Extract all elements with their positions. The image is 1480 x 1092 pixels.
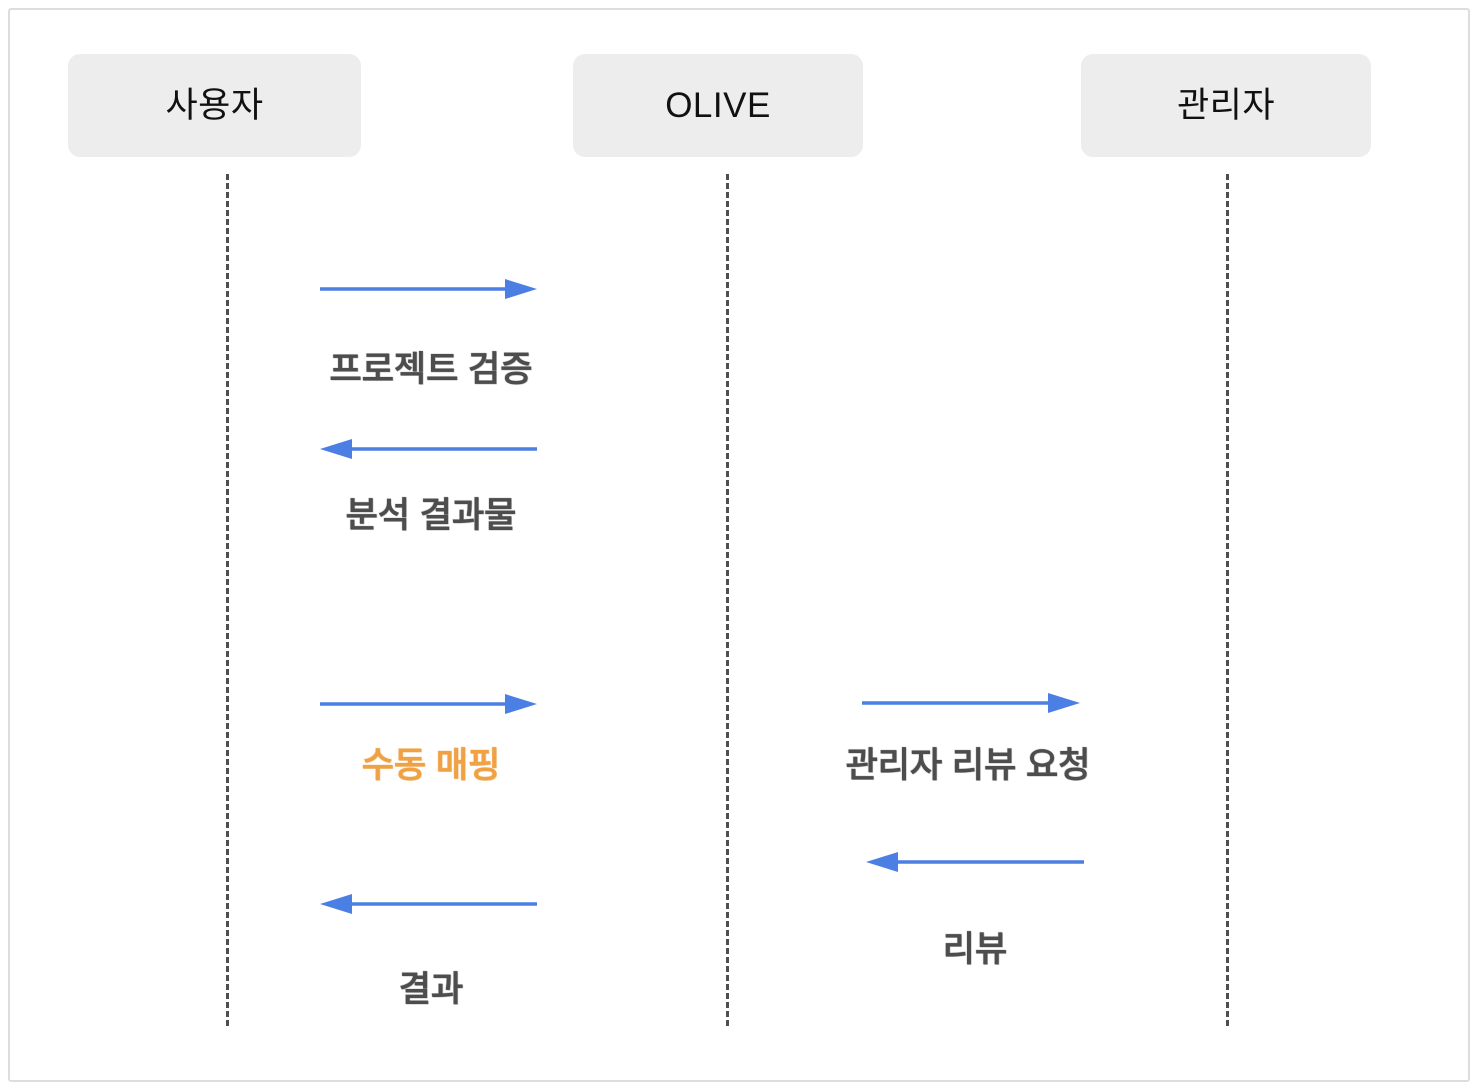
message-label-manual-mapping: 수동 매핑 [361, 746, 501, 785]
arrow-left-icon [320, 438, 537, 460]
lifeline-admin [1226, 174, 1229, 1026]
actor-box-olive[interactable]: OLIVE [573, 54, 863, 157]
actor-box-user[interactable]: 사용자 [68, 54, 361, 157]
actor-label-olive: OLIVE [665, 86, 771, 125]
arrow-left-icon [320, 893, 537, 915]
message-admin-review-request[interactable] [862, 692, 1080, 714]
message-label-review: 리뷰 [942, 930, 1008, 969]
message-label-analysis-result: 분석 결과물 [345, 496, 517, 535]
actor-label-admin: 관리자 [1176, 86, 1276, 125]
message-result[interactable] [320, 893, 537, 915]
message-label-result: 결과 [398, 970, 464, 1009]
message-manual-mapping[interactable] [320, 693, 537, 715]
actor-label-user: 사용자 [165, 86, 264, 125]
lifeline-olive [726, 174, 729, 1026]
actor-box-admin[interactable]: 관리자 [1081, 54, 1371, 157]
message-label-project-verification: 프로젝트 검증 [329, 350, 533, 389]
message-project-verification[interactable] [320, 278, 537, 300]
message-review[interactable] [866, 851, 1084, 873]
lifeline-user [226, 174, 229, 1026]
arrow-left-icon [866, 851, 1084, 873]
message-label-admin-review-request: 관리자 리뷰 요청 [845, 746, 1091, 785]
arrow-right-icon [862, 692, 1080, 714]
message-analysis-result[interactable] [320, 438, 537, 460]
arrow-right-icon [320, 693, 537, 715]
arrow-right-icon [320, 278, 537, 300]
